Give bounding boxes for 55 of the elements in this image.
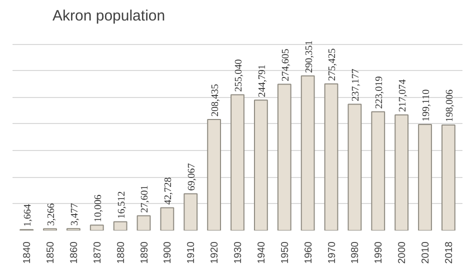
bar (90, 224, 104, 230)
data-label: 42,728 (163, 177, 174, 205)
x-tick-label: 2010 (420, 241, 432, 264)
data-label: 223,019 (374, 76, 386, 109)
bar (207, 119, 222, 230)
bar (160, 207, 174, 230)
bar (230, 94, 244, 230)
x-tick-label: 1990 (374, 241, 385, 264)
data-label: 255,040 (234, 59, 244, 92)
x-tick-label: 1900 (162, 241, 174, 264)
bar (348, 104, 362, 230)
bar (136, 215, 151, 230)
data-label: 244,791 (256, 64, 268, 98)
data-label: 3,477 (69, 203, 80, 226)
x-tick-label: 1950 (280, 241, 291, 264)
bar (113, 221, 128, 230)
x-tick-label: 2000 (397, 241, 408, 264)
bar (300, 75, 315, 230)
data-label: 10,006 (92, 194, 104, 222)
data-label: 16,512 (116, 191, 128, 219)
data-label: 3,266 (46, 203, 57, 226)
bar (441, 124, 456, 230)
bar (277, 84, 292, 230)
data-label: 290,351 (304, 40, 315, 73)
x-tick-label: 1980 (350, 241, 362, 264)
data-label: 208,435 (210, 84, 222, 117)
x-tick-label: 1840 (22, 241, 34, 264)
x-tick-label: 1910 (186, 241, 198, 264)
data-label: 237,177 (350, 68, 362, 102)
data-label: 198,006 (444, 90, 456, 122)
bar (394, 114, 409, 230)
bar (184, 193, 198, 230)
x-tick-label: 1960 (303, 241, 314, 264)
bar (371, 111, 386, 230)
x-tick-label: 2018 (444, 241, 455, 264)
data-label: 1,664 (22, 204, 34, 227)
x-tick-label: 1940 (256, 241, 268, 264)
x-tick-label: 1880 (116, 241, 127, 264)
x-tick-label: 1850 (46, 241, 56, 264)
x-tick-label: 1870 (92, 241, 104, 264)
data-label: 69,067 (186, 163, 198, 191)
chart-title: Akron population (52, 8, 166, 24)
bar (324, 83, 338, 230)
data-label: 199,110 (421, 89, 432, 122)
bar (418, 124, 432, 230)
x-tick-label: 1860 (68, 241, 80, 264)
x-tick-label: 1920 (210, 241, 221, 264)
data-label: 27,601 (140, 185, 151, 213)
data-label: 274,605 (280, 48, 292, 82)
x-tick-label: 1970 (326, 241, 338, 264)
x-tick-label: 1930 (233, 241, 244, 264)
data-label: 275,425 (327, 48, 338, 81)
data-label: 217,074 (398, 79, 409, 112)
x-tick-label: 1890 (139, 241, 150, 264)
bar (254, 100, 268, 230)
